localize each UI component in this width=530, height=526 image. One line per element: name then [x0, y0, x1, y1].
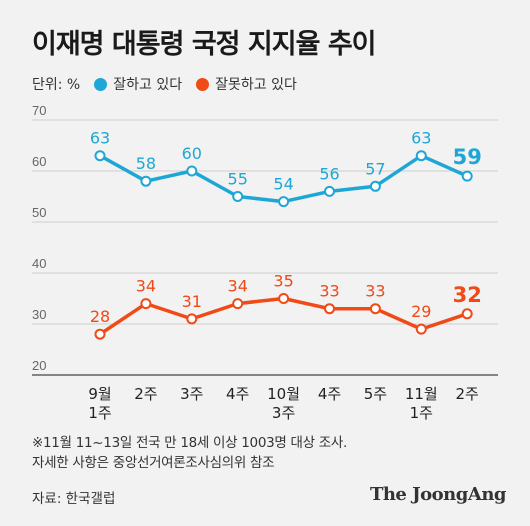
data-point	[415, 323, 427, 335]
data-label: 57	[365, 159, 385, 178]
data-point	[140, 175, 152, 187]
data-point	[94, 150, 106, 162]
data-label: 33	[319, 282, 339, 301]
data-label: 54	[273, 175, 293, 194]
data-point	[324, 185, 335, 197]
legend-item-disapprove: 잘못하고 있다	[196, 74, 297, 94]
brand-logo: The JoongAng	[369, 484, 507, 505]
data-label: 34	[228, 277, 248, 296]
data-label: 33	[365, 282, 385, 301]
data-label: 63	[411, 129, 431, 148]
legend: 단위: % 잘하고 있다 잘못하고 있다	[32, 74, 311, 94]
data-label: 31	[182, 292, 202, 311]
y-tick-label: 30	[32, 307, 46, 322]
data-label: 29	[411, 302, 431, 321]
data-point	[232, 191, 244, 202]
legend-dot-approve	[94, 77, 108, 91]
data-point	[278, 196, 290, 208]
data-label: 63	[90, 129, 110, 148]
x-tick-label: 4주	[226, 385, 249, 403]
note-line-2: 자세한 사항은 중앙선거여론조사심의위 참조	[32, 455, 275, 471]
chart-title: 이재명 대통령 국정 지지율 추이	[32, 29, 377, 60]
legend-label-approve: 잘하고 있다	[113, 77, 183, 93]
legend-item-approve: 잘하고 있다	[94, 74, 182, 94]
x-tick-label: 2주	[456, 385, 479, 403]
data-label: 35	[273, 272, 293, 291]
note-line-1: ※11월 11~13일 전국 만 18세 이상 1003명 대상 조사.	[32, 435, 347, 451]
survey-note: ※11월 11~13일 전국 만 18세 이상 1003명 대상 조사. 자세한…	[32, 433, 347, 473]
data-point	[415, 150, 427, 162]
legend-label-disapprove: 잘못하고 있다	[215, 77, 297, 93]
x-tick-label: 3주	[272, 404, 295, 422]
x-tick-label: 4주	[318, 385, 341, 403]
data-point	[186, 165, 198, 177]
data-point	[232, 298, 244, 310]
y-tick-label: 40	[32, 256, 46, 271]
y-tick-label: 70	[32, 103, 46, 118]
data-point	[461, 308, 473, 320]
y-tick-label: 20	[32, 358, 46, 373]
data-label: 34	[136, 277, 156, 296]
data-label: 28	[90, 307, 110, 326]
y-tick-label: 60	[32, 154, 46, 169]
data-label: 60	[182, 144, 202, 163]
x-tick-label: 5주	[364, 385, 387, 403]
x-tick-label: 11월	[405, 385, 438, 403]
data-point	[369, 303, 381, 315]
x-tick-label: 2주	[134, 385, 157, 403]
x-tick-label: 1주	[410, 404, 433, 422]
source-label: 자료: 한국갤럽	[32, 491, 116, 507]
data-label: 59	[453, 145, 482, 169]
data-label: 55	[228, 170, 248, 189]
x-tick-label: 9월	[88, 385, 111, 403]
data-point	[278, 293, 290, 304]
y-tick-label: 50	[32, 205, 46, 220]
legend-dot-disapprove	[196, 77, 210, 91]
data-label: 58	[136, 154, 156, 173]
data-point	[369, 180, 381, 192]
x-tick-label: 10월	[267, 385, 300, 403]
data-point	[186, 313, 198, 325]
unit-label: 단위: %	[32, 77, 81, 93]
data-label: 56	[319, 164, 339, 183]
data-point	[140, 298, 152, 310]
x-tick-label: 1주	[88, 404, 111, 422]
data-label: 32	[453, 283, 482, 307]
data-point	[94, 328, 106, 340]
x-tick-label: 3주	[180, 385, 203, 403]
data-point	[461, 170, 473, 182]
data-point	[324, 303, 335, 315]
